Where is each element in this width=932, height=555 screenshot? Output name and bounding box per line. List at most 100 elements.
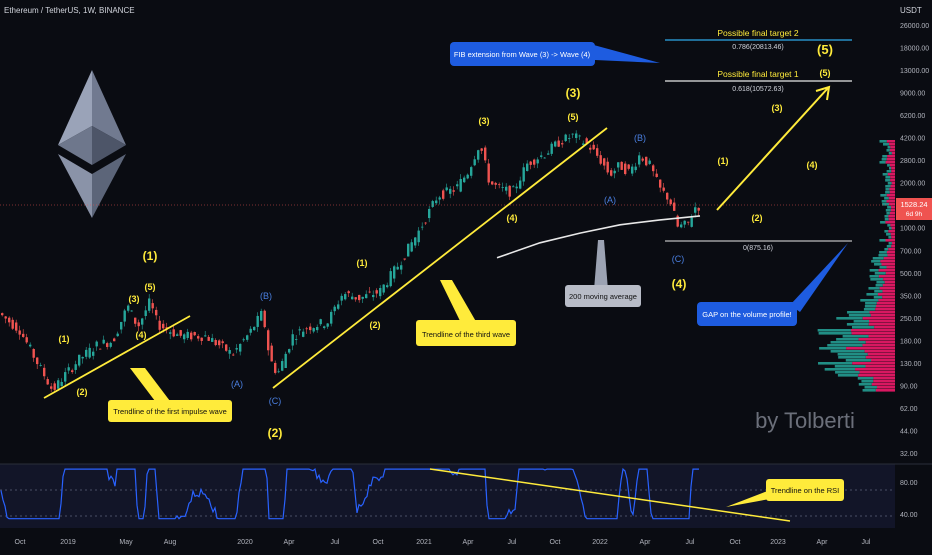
price-axis-label: 180.00	[900, 338, 922, 345]
rsi-axis-label: 40.00	[900, 512, 918, 519]
volume-bar-sell	[877, 293, 895, 296]
wave-label: (2)	[752, 213, 763, 223]
candle-body	[260, 310, 263, 321]
candle-body	[288, 349, 291, 353]
candle-body	[319, 319, 322, 325]
wave-label: (4)	[807, 160, 818, 170]
volume-bar-sell	[888, 248, 895, 251]
volume-bar-sell	[851, 332, 895, 335]
candle-body	[277, 371, 280, 373]
candle-body	[347, 291, 350, 294]
candle-body	[435, 200, 438, 204]
candle-body	[543, 157, 546, 159]
price-axis-label: 2800.00	[900, 158, 925, 165]
volume-bar-sell	[859, 371, 895, 374]
watermark: by Tolberti	[755, 408, 855, 433]
volume-bar-buy	[885, 185, 891, 188]
candle-body	[358, 294, 361, 301]
candle-body	[50, 386, 53, 389]
volume-bar-buy	[884, 215, 889, 218]
volume-bar-sell	[864, 350, 895, 353]
volume-bar-buy	[882, 155, 888, 158]
candle-body	[197, 336, 200, 339]
volume-bar-buy	[830, 341, 866, 344]
candle-body	[697, 207, 700, 211]
candle-body	[361, 296, 364, 299]
candle-body	[585, 138, 588, 144]
volume-bar-buy	[889, 167, 892, 170]
candle-body	[519, 180, 522, 189]
volume-bar-buy	[847, 311, 870, 314]
volume-bar-buy	[879, 251, 887, 254]
candle-body	[298, 329, 301, 331]
volume-bar-sell	[873, 377, 895, 380]
volume-bar-sell	[889, 164, 895, 167]
time-axis-label: 2019	[60, 539, 76, 546]
candle-body	[239, 343, 242, 352]
candle-body	[645, 156, 648, 166]
candle-body	[487, 163, 490, 183]
wave-label: (4)	[672, 277, 687, 291]
candle-body	[74, 364, 77, 370]
volume-bar-sell	[882, 284, 895, 287]
candle-body	[494, 182, 497, 185]
candle-body	[571, 133, 574, 135]
candle-body	[11, 319, 14, 329]
volume-bar-buy	[888, 152, 892, 155]
volume-bar-buy	[874, 263, 882, 266]
volume-bar-sell	[890, 185, 895, 188]
candle-body	[253, 326, 256, 331]
price-axis-label: 130.00	[900, 361, 922, 368]
fib-target-1-title: Possible final target 1	[717, 69, 799, 79]
price-axis-label: 2000.00	[900, 181, 925, 188]
third-wave-trendline	[272, 127, 608, 389]
candle-body	[421, 226, 424, 228]
volume-bar-sell	[891, 167, 895, 170]
volume-bar-sell	[890, 179, 895, 182]
candle-body	[235, 348, 238, 350]
volume-bar-sell	[889, 149, 895, 152]
fib-level-0-label: 0(875.16)	[743, 245, 773, 252]
candle-body	[99, 348, 102, 350]
candle-body	[526, 163, 529, 172]
candle-body	[445, 187, 448, 191]
candle-body	[228, 350, 231, 354]
volume-bar-sell	[875, 305, 895, 308]
candle-body	[662, 187, 665, 191]
volume-bar-sell	[883, 278, 895, 281]
volume-bar-buy	[881, 158, 887, 161]
candle-body	[690, 217, 693, 227]
volume-bar-sell	[885, 161, 895, 164]
volume-bar-buy	[886, 149, 890, 152]
volume-bar-buy	[818, 362, 853, 365]
candle-body	[64, 372, 67, 382]
volume-bar-sell	[891, 182, 895, 185]
candle-body	[470, 167, 473, 176]
candle-body	[302, 331, 305, 337]
candle-body	[400, 265, 403, 270]
candle-body	[624, 163, 627, 175]
candle-body	[316, 327, 319, 331]
volume-bar-sell	[852, 362, 895, 365]
candle-body	[169, 332, 172, 334]
volume-bar-sell	[889, 191, 895, 194]
candle-body	[372, 295, 375, 298]
candle-body	[589, 147, 592, 150]
candle-body	[134, 317, 137, 324]
volume-bar-buy	[882, 173, 888, 176]
candle-body	[613, 170, 616, 174]
volume-bar-sell	[891, 242, 895, 245]
candle-body	[417, 230, 420, 243]
candle-body	[480, 148, 483, 151]
current-price-tag	[896, 198, 932, 220]
candle-body	[652, 165, 655, 172]
symbol-title: Ethereum / TetherUS, 1W, BINANCE	[4, 6, 135, 15]
volume-bar-sell	[878, 299, 895, 302]
time-axis: Oct 2019 May Aug 2020 Apr Jul Oct 2021 Apr Jul Oct 2…	[15, 539, 871, 546]
volume-bar-sell	[868, 323, 895, 326]
volume-bar-buy	[864, 386, 878, 389]
candle-body	[627, 164, 630, 169]
volume-bar-sell	[891, 206, 895, 209]
time-axis-label: Jul	[331, 539, 340, 546]
